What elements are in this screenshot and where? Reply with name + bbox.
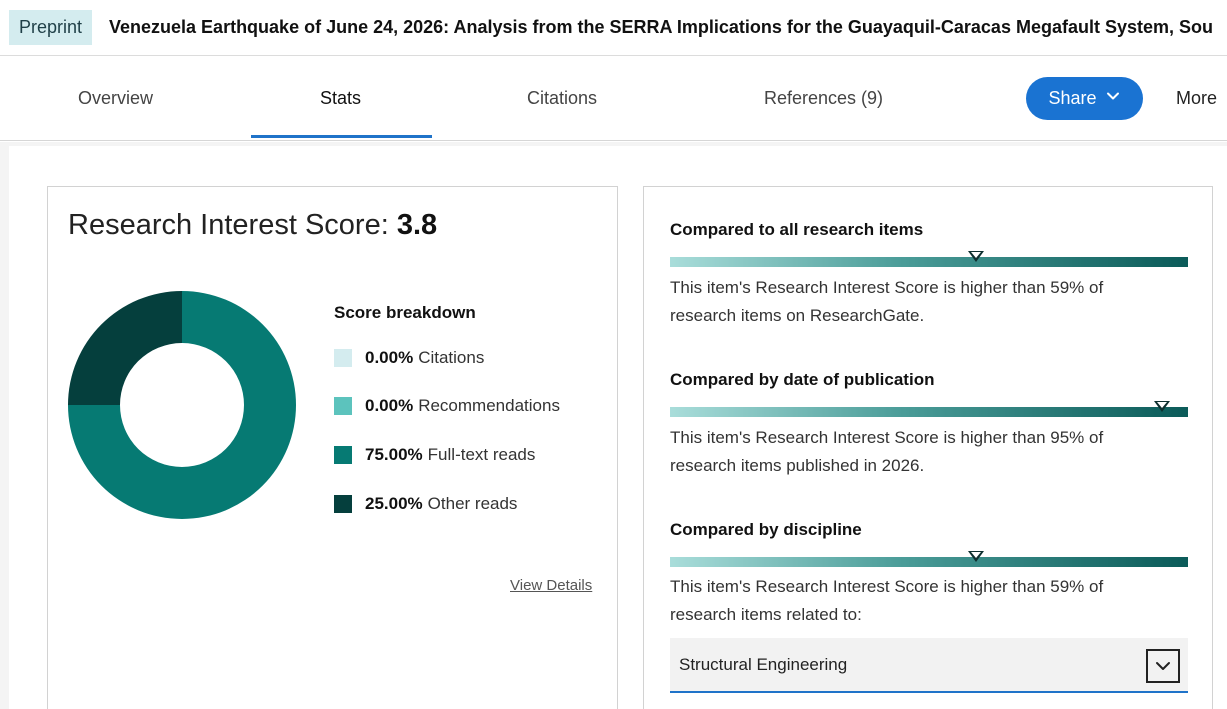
tab-stats[interactable]: Stats (320, 88, 362, 108)
discipline-select[interactable]: Structural Engineering (670, 638, 1188, 693)
document-title: Venezuela Earthquake of June 24, 2026: A… (109, 17, 1213, 37)
legend-label: Full-text reads (427, 445, 536, 464)
more-button[interactable]: More (1176, 88, 1218, 108)
comparison-title-date: Compared by date of publication (670, 370, 935, 389)
legend-pct: 0.00% (365, 348, 414, 367)
active-tab-indicator (251, 135, 432, 138)
legend-item-citations: 0.00% Citations (334, 348, 484, 368)
legend-item-other-reads: 25.00% Other reads (334, 494, 517, 514)
comparison-title-discipline: Compared by discipline (670, 520, 862, 539)
document-header: Preprint Venezuela Earthquake of June 24… (0, 0, 1227, 56)
comparison-card: Compared to all research items This item… (643, 186, 1213, 709)
share-button[interactable]: Share (1026, 77, 1143, 120)
legend-swatch (334, 446, 352, 464)
legend-label: Other reads (427, 494, 518, 513)
discipline-selected-value: Structural Engineering (679, 655, 848, 674)
percentile-bar-discipline (670, 551, 1188, 567)
legend-pct: 75.00% (365, 445, 423, 464)
percentile-marker-icon (967, 251, 984, 262)
score-label: Research Interest Score: (68, 209, 389, 241)
comparison-text-discipline: This item's Research Interest Score is h… (670, 577, 1104, 624)
legend-item-full-text-reads: 75.00% Full-text reads (334, 445, 535, 465)
percentile-marker-icon (967, 551, 984, 562)
score-donut-chart (68, 291, 296, 519)
chevron-down-icon[interactable] (1146, 649, 1180, 683)
comparison-title-all: Compared to all research items (670, 220, 924, 239)
legend-swatch (334, 495, 352, 513)
tab-bar: Overview Stats Citations References (9) … (0, 56, 1227, 141)
view-details-link[interactable]: View Details (510, 577, 593, 594)
legend-label: Citations (418, 348, 485, 367)
legend-pct: 0.00% (365, 396, 414, 415)
legend-item-recommendations: 0.00% Recommendations (334, 396, 560, 416)
research-interest-card: Research Interest Score: 3.8 Score break… (47, 186, 618, 709)
share-button-label: Share (1048, 88, 1097, 108)
tab-overview[interactable]: Overview (78, 88, 154, 108)
breakdown-title: Score breakdown (334, 303, 476, 322)
chevron-down-icon (1105, 88, 1121, 109)
donut-slice-other-reads (68, 291, 182, 405)
research-interest-score: Research Interest Score: 3.8 (68, 209, 437, 242)
comparison-text-date: This item's Research Interest Score is h… (670, 428, 1104, 475)
legend-label: Recommendations (418, 396, 560, 415)
comparison-text-all: This item's Research Interest Score is h… (670, 278, 1104, 325)
preprint-badge: Preprint (9, 10, 93, 45)
percentile-bar-all (670, 251, 1188, 267)
legend-pct: 25.00% (365, 494, 423, 513)
tab-references[interactable]: References (9) (764, 88, 884, 108)
legend-swatch (334, 349, 352, 367)
score-value: 3.8 (396, 209, 438, 241)
percentile-bar-date (670, 401, 1188, 417)
percentile-marker-icon (1154, 401, 1171, 412)
legend-swatch (334, 397, 352, 415)
donut-slice-full-text-reads (68, 291, 296, 519)
tab-citations[interactable]: Citations (527, 88, 598, 108)
